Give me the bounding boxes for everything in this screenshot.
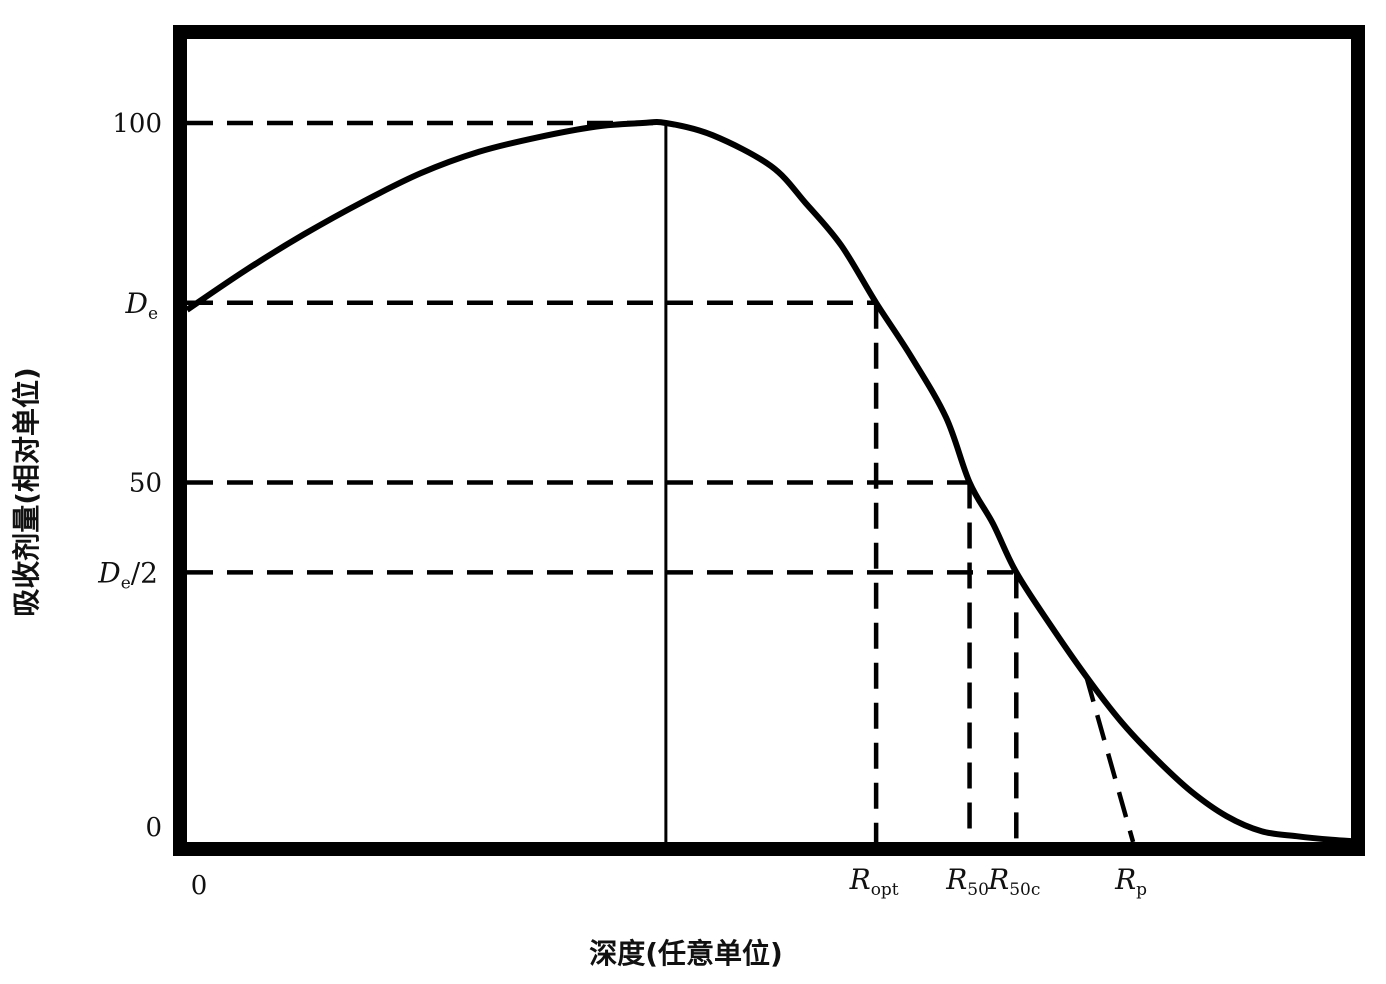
x-tick-label-0: 0 xyxy=(191,871,208,901)
guide-lines xyxy=(187,120,1136,843)
x-mark-label-2: R50c xyxy=(987,863,1040,900)
curve-layer xyxy=(185,118,1356,845)
x-mark-label-1: R50 xyxy=(945,863,989,900)
axis-labels: 0 50 100 0 De De/2 Ropt R50 R50c Rp xyxy=(97,109,1147,901)
y-axis-title: 吸收剂量(相对单位) xyxy=(10,367,43,617)
x-axis-title: 深度(任意单位) xyxy=(589,937,783,970)
x-mark-label-0: Ropt xyxy=(849,863,899,900)
y-tick-label-2: 100 xyxy=(112,109,162,139)
plot-frame xyxy=(173,25,1365,856)
y-mark-label-1: De/2 xyxy=(97,556,158,593)
x-mark-label-3: Rp xyxy=(1114,863,1147,900)
depth-dose-curve xyxy=(185,118,1356,845)
y-tick-label-1: 50 xyxy=(129,469,162,499)
y-mark-label-0: De xyxy=(124,287,158,324)
y-tick-label-0: 0 xyxy=(145,813,162,843)
practical-range-tangent xyxy=(1084,676,1136,843)
